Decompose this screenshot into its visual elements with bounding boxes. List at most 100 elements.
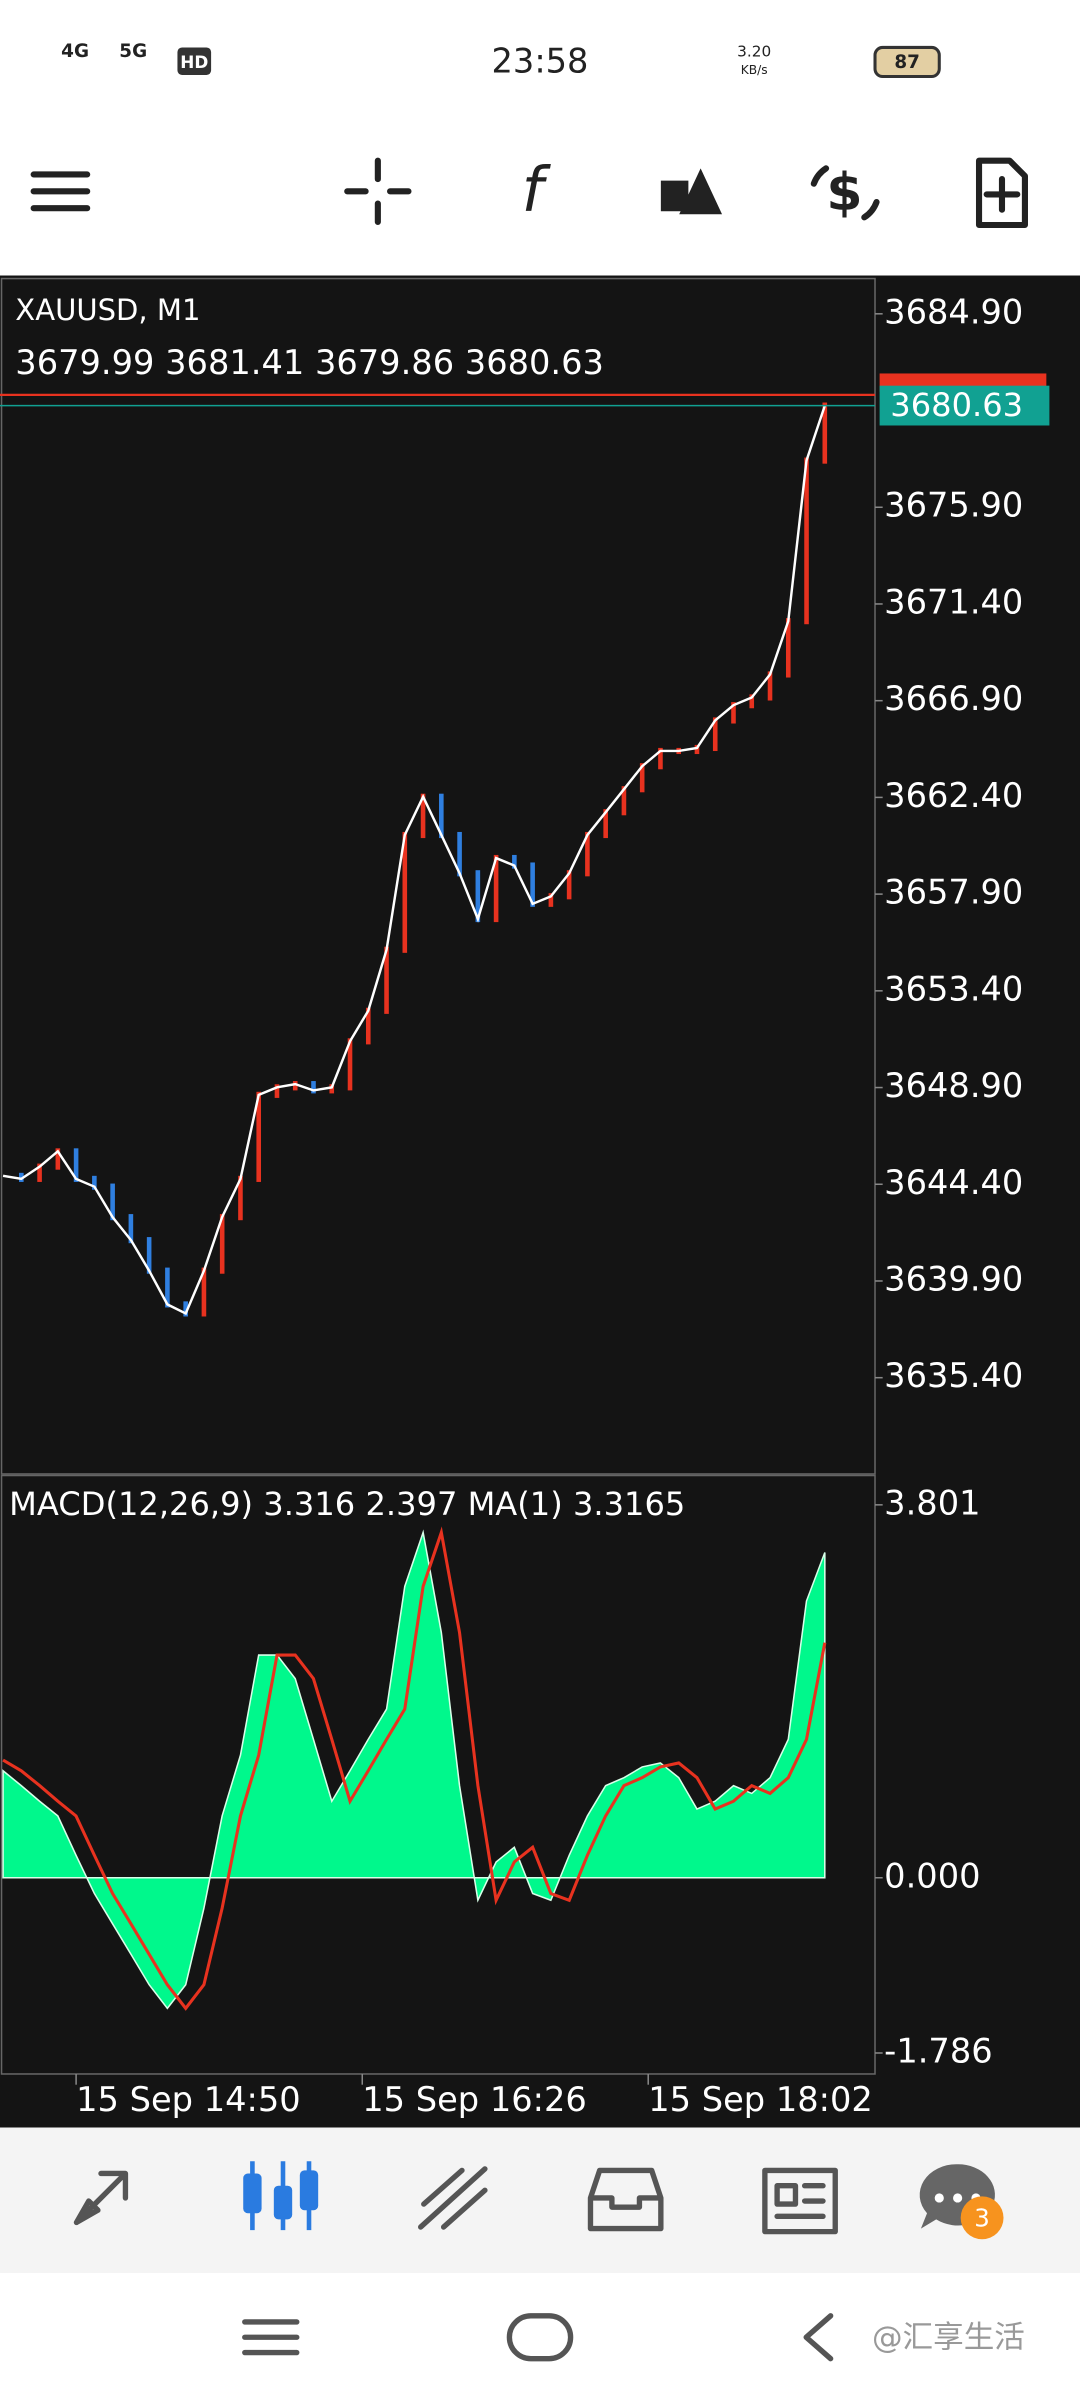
trade-tab[interactable] <box>418 2166 488 2230</box>
last-price-label: 3680.63 <box>890 386 1023 424</box>
trade-arrows <box>810 165 880 221</box>
crosshair-button[interactable] <box>344 157 412 225</box>
candle <box>457 831 462 877</box>
net-speed-unit: KB/s <box>741 63 768 77</box>
candle <box>749 694 755 709</box>
quotes-tab[interactable] <box>73 2170 129 2226</box>
y-tick-label: 3671.40 <box>884 582 1023 621</box>
candle <box>55 1148 61 1170</box>
chart-background <box>0 275 1080 2128</box>
y-tick-label: 3657.90 <box>884 873 1023 912</box>
symbol-label: XAUUSD, M1 <box>15 293 200 327</box>
candle <box>311 1081 316 1094</box>
macd-panel-frame <box>0 1474 876 2075</box>
price-panel-frame <box>0 277 876 1475</box>
candle <box>402 831 408 953</box>
y-tick-label: 3684.90 <box>884 292 1023 331</box>
trade-button[interactable]: $ <box>826 163 862 223</box>
clock: 23:58 <box>492 41 589 80</box>
badge-count: 3 <box>974 2203 990 2232</box>
y-tick-label: 3644.40 <box>884 1163 1023 1202</box>
candle <box>493 854 499 923</box>
x-tick-label: 15 Sep 16:26 <box>362 2080 587 2119</box>
macd-label: MACD(12,26,9) 3.316 2.397 MA(1) 3.3165 <box>9 1485 685 1523</box>
toolbar: f $ <box>30 155 1028 229</box>
objects-button[interactable] <box>660 168 723 215</box>
candle <box>274 1084 280 1098</box>
candle <box>92 1175 97 1190</box>
candle <box>238 1175 243 1221</box>
candle <box>329 1084 335 1094</box>
candle <box>201 1267 207 1317</box>
last-price-tag <box>879 385 1050 426</box>
watermark: @汇享生活 <box>872 2320 1025 2355</box>
y-tick-label: 3653.40 <box>884 969 1023 1008</box>
price-line <box>2 405 826 1316</box>
home-button[interactable] <box>506 2313 574 2362</box>
menu-button[interactable] <box>30 171 91 212</box>
candle <box>146 1237 152 1274</box>
news-tab[interactable] <box>762 2167 838 2235</box>
candle <box>785 618 791 678</box>
candle <box>566 870 572 900</box>
net-speed: 3.20 <box>737 43 771 61</box>
candle <box>439 793 444 839</box>
y-tick-label: 3639.90 <box>884 1259 1023 1298</box>
candle <box>219 1214 225 1274</box>
chart-tab[interactable] <box>243 2161 319 2231</box>
recents-button[interactable] <box>242 2319 300 2356</box>
hd-badge <box>177 47 212 75</box>
y-tick-label: 3.801 <box>884 1483 980 1522</box>
candle <box>767 671 773 701</box>
candle <box>37 1163 42 1182</box>
candle <box>384 946 389 1014</box>
candle <box>731 702 736 724</box>
candle <box>694 744 700 755</box>
history-tab[interactable] <box>587 2167 664 2232</box>
candle <box>603 809 608 839</box>
battery-level: 87 <box>894 52 920 73</box>
y-tick-label: 3666.90 <box>884 679 1023 718</box>
candle <box>128 1214 134 1244</box>
y-tick-label: 0.000 <box>884 1856 980 1895</box>
candle <box>658 747 663 770</box>
candle <box>804 457 809 625</box>
ohlc-label: 3679.99 3681.41 3679.86 3680.63 <box>15 343 604 382</box>
y-tick-label: -1.786 <box>884 2031 992 2070</box>
y-tick-label: 3648.90 <box>884 1066 1023 1105</box>
candle <box>183 1301 188 1317</box>
candle <box>548 893 554 907</box>
network-label: 4G <box>61 41 89 62</box>
candle <box>621 786 627 816</box>
candle <box>712 717 718 752</box>
x-tick-label: 15 Sep 14:50 <box>76 2080 301 2119</box>
new-order-button[interactable] <box>975 157 1028 229</box>
y-tick-label: 3662.40 <box>884 776 1023 815</box>
candle <box>165 1267 170 1308</box>
candle <box>585 831 590 877</box>
candle <box>475 870 481 923</box>
x-tick-label: 15 Sep 18:02 <box>648 2080 873 2119</box>
candle <box>73 1148 79 1182</box>
signal-line <box>2 1526 827 2011</box>
candle <box>639 763 645 793</box>
back-button[interactable] <box>803 2313 834 2362</box>
hd-label: HD <box>180 52 208 72</box>
candle <box>347 1038 353 1091</box>
badge <box>960 2196 1004 2240</box>
indicators-button[interactable]: f <box>522 155 552 226</box>
candle <box>365 1007 371 1045</box>
candle <box>110 1183 115 1221</box>
candle <box>256 1091 262 1182</box>
y-tick-label: 3675.90 <box>884 486 1023 525</box>
system-nav <box>0 2272 1080 2400</box>
candle <box>512 854 517 869</box>
candle <box>292 1081 298 1091</box>
candle <box>822 402 828 464</box>
network-label: 5G <box>119 41 147 62</box>
y-tick-label: 3635.40 <box>884 1356 1023 1395</box>
battery-icon <box>873 45 941 79</box>
bottom-nav <box>0 2127 1080 2273</box>
